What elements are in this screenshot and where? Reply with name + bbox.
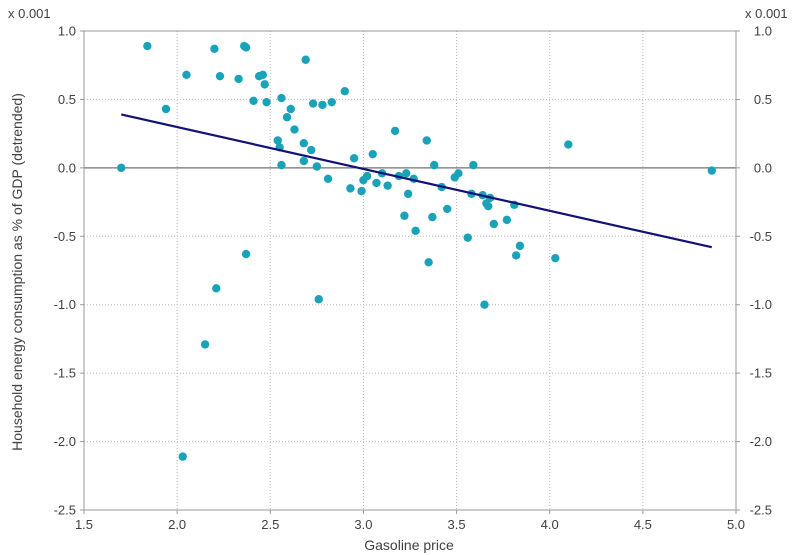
data-point (258, 70, 268, 79)
data-point (430, 160, 439, 170)
data-point (143, 41, 152, 51)
data-point (312, 162, 322, 171)
y-tick-label-right: 1.0 (754, 24, 772, 39)
data-point (422, 136, 431, 145)
data-point (200, 340, 210, 349)
data-point (502, 215, 512, 225)
data-point (307, 145, 316, 155)
data-point (161, 104, 171, 114)
y-tick-label-left: -2.5 (54, 503, 76, 518)
data-point (362, 171, 372, 181)
y-axis-ticks-left: 1.0 0.5 0.0 -0.5 -1.0 -1.5 -2.0 -2.5 (54, 24, 84, 518)
data-point (564, 140, 573, 149)
data-point (372, 178, 381, 188)
y-tick-label-right: 0.0 (754, 160, 772, 175)
data-point (210, 44, 219, 53)
y-tick-label-left: -1.5 (54, 366, 76, 381)
data-point (469, 160, 478, 170)
y-tick-label-left: -0.5 (54, 229, 76, 244)
data-point (260, 80, 269, 89)
data-point (277, 93, 286, 103)
y-tick-label-right: -1.5 (750, 366, 772, 381)
data-point (215, 71, 225, 81)
data-point (301, 55, 310, 64)
data-point (390, 126, 400, 136)
data-point (411, 226, 420, 236)
data-point (480, 300, 489, 309)
data-point (454, 169, 463, 178)
data-point (273, 136, 282, 145)
x-axis-ticks: 1.5 2.0 2.5 3.0 3.5 4.0 4.5 5.0 (75, 510, 745, 532)
data-point (282, 113, 292, 122)
y-tick-label-right: -0.5 (750, 229, 772, 244)
y-tick-label-right: -2.5 (750, 503, 772, 518)
data-point (249, 96, 258, 105)
data-point (515, 241, 525, 251)
data-point (428, 212, 437, 222)
y-tick-label-left: -1.0 (54, 297, 76, 312)
data-point (357, 186, 366, 196)
data-point (299, 139, 309, 148)
data-points (117, 41, 716, 461)
data-point (323, 174, 333, 184)
x-tick-label: 2.0 (168, 517, 186, 532)
data-point (349, 154, 359, 163)
data-point (403, 189, 413, 199)
data-point (241, 249, 251, 259)
x-tick-label: 4.5 (634, 517, 652, 532)
x-tick-label: 3.0 (354, 517, 372, 532)
data-point (286, 104, 295, 114)
data-point (551, 253, 560, 263)
data-point (424, 258, 433, 267)
x-tick-label: 5.0 (727, 517, 745, 532)
data-point (318, 100, 327, 110)
data-point (402, 169, 411, 178)
y-tick-label-left: 1.0 (58, 24, 76, 39)
y-tick-label-right: -2.0 (750, 434, 772, 449)
y-axis-label: Household energy consumption as % of GDP… (9, 93, 25, 451)
data-point (182, 70, 191, 79)
data-point (234, 74, 243, 84)
data-point (707, 166, 716, 175)
y-tick-label-right: 0.5 (754, 92, 772, 107)
data-point (400, 211, 409, 220)
trend-line (121, 113, 713, 249)
data-point (117, 163, 126, 173)
data-point (299, 156, 309, 166)
data-point (383, 181, 392, 190)
y-tick-label-right: -1.0 (750, 297, 772, 312)
data-point (308, 99, 318, 108)
data-point (443, 204, 452, 214)
data-point (346, 184, 355, 193)
data-point (314, 295, 323, 304)
data-point (484, 201, 493, 211)
y-axis-ticks-right: 1.0 0.5 0.0 -0.5 -1.0 -1.5 -2.0 -2.5 (736, 24, 772, 518)
x-tick-label: 4.0 (541, 517, 559, 532)
gridlines (84, 31, 736, 510)
data-point (327, 97, 336, 107)
y-tick-label-left: -2.0 (54, 434, 76, 449)
data-point (340, 87, 349, 96)
y-scale-label-left: x 0.001 (8, 6, 51, 21)
plot-frame (83, 30, 737, 511)
data-point (212, 284, 221, 293)
x-tick-label: 1.5 (75, 517, 93, 532)
data-point (368, 149, 377, 159)
data-point (178, 452, 187, 461)
y-tick-label-left: 0.5 (58, 92, 76, 107)
data-point (463, 233, 472, 242)
data-point (511, 251, 521, 260)
data-point (290, 125, 299, 134)
x-tick-label: 2.5 (261, 517, 279, 532)
y-scale-label-right: x 0.001 (745, 6, 788, 21)
data-point (262, 97, 271, 107)
x-axis-label: Gasoline price (364, 537, 454, 553)
data-point (277, 160, 286, 170)
data-point (241, 43, 251, 52)
y-tick-label-left: 0.0 (58, 160, 76, 175)
data-point (489, 219, 499, 229)
x-tick-label: 3.5 (448, 517, 466, 532)
